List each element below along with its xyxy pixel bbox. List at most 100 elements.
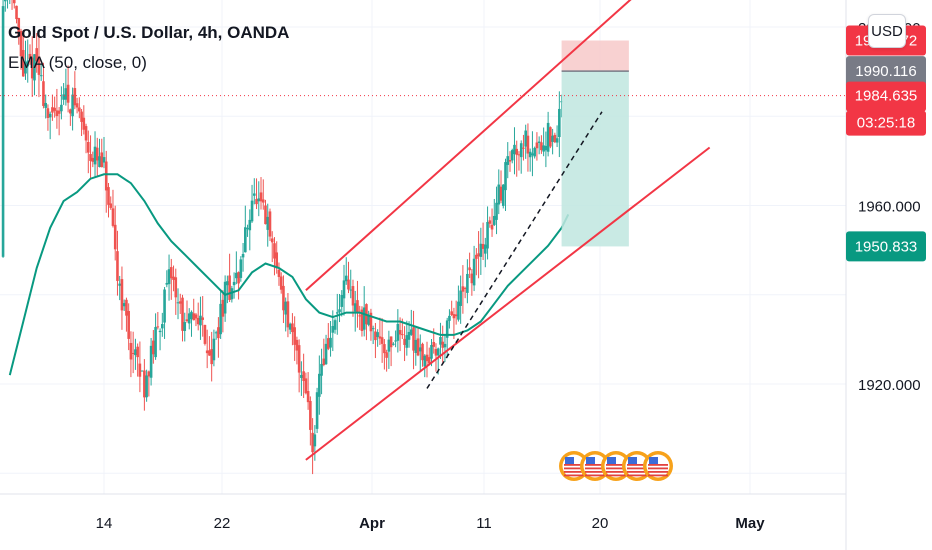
candle-body xyxy=(199,315,202,326)
flag-canton xyxy=(586,457,595,464)
candle xyxy=(86,130,90,174)
candle-body xyxy=(172,276,175,280)
candle xyxy=(264,199,267,225)
candle-body xyxy=(360,309,364,332)
channel-lower-line xyxy=(305,146,711,461)
candle xyxy=(293,316,296,361)
candle-body xyxy=(125,299,128,316)
candle xyxy=(42,62,45,109)
candle xyxy=(340,290,344,317)
candle xyxy=(172,265,175,292)
candle xyxy=(286,292,290,338)
candle-body xyxy=(277,269,281,277)
candle-body xyxy=(113,224,117,250)
flag-stripe xyxy=(564,464,584,466)
price-tag-last: 1984.635 xyxy=(846,81,926,112)
candle-body xyxy=(174,277,178,298)
flag-canton xyxy=(607,457,616,464)
candle xyxy=(517,151,521,171)
candle-body xyxy=(441,341,445,348)
candle-body xyxy=(421,343,424,361)
candle-body xyxy=(95,147,99,161)
candle xyxy=(226,275,229,304)
candle-body xyxy=(165,282,169,285)
candle-body xyxy=(223,281,227,314)
candle xyxy=(98,138,101,168)
candle-body xyxy=(335,312,339,314)
candle-body xyxy=(167,269,171,285)
candle xyxy=(544,131,548,168)
candle-body xyxy=(152,340,155,355)
candle xyxy=(118,275,122,301)
candle-body xyxy=(293,327,296,345)
candle xyxy=(513,127,516,175)
candle-body xyxy=(259,192,263,202)
candle-body xyxy=(156,326,160,328)
flag-stripe xyxy=(564,467,584,470)
candle xyxy=(109,196,113,210)
candle-body xyxy=(109,203,113,208)
candle xyxy=(214,330,218,340)
candle xyxy=(246,224,249,237)
candle-body xyxy=(86,141,90,153)
candle-body xyxy=(443,343,447,348)
candle-body xyxy=(39,75,43,77)
candle-body xyxy=(273,243,276,259)
candle xyxy=(344,257,348,285)
candle-body xyxy=(398,330,402,335)
candle xyxy=(403,326,406,362)
candle xyxy=(405,320,409,356)
candle xyxy=(33,54,36,96)
candle xyxy=(475,248,478,276)
candle xyxy=(131,331,135,374)
candle-body xyxy=(423,355,427,367)
candle-body xyxy=(248,219,252,231)
candle xyxy=(356,280,359,328)
symbol-title[interactable]: Gold Spot / U.S. Dollar, 4h, OANDA xyxy=(8,23,290,42)
candle-body xyxy=(380,337,384,344)
candle xyxy=(1,0,5,258)
price-tag-label: 1990.116 xyxy=(855,63,916,80)
candle xyxy=(362,286,366,337)
ema-indicator-label[interactable]: EMA (50, close, 0) xyxy=(8,53,147,72)
candle-body xyxy=(304,378,308,394)
candle-body xyxy=(439,336,442,345)
candle-body xyxy=(452,314,456,319)
candle xyxy=(239,256,243,282)
currency-button[interactable]: USD xyxy=(868,14,906,48)
ema-line xyxy=(8,173,570,376)
candle-body xyxy=(436,348,440,356)
candle-body xyxy=(212,338,216,361)
candle-body xyxy=(214,332,218,334)
candle-body xyxy=(401,334,404,336)
candle-body xyxy=(291,323,294,333)
channel-upper-line xyxy=(305,0,632,292)
candle-body xyxy=(46,108,50,119)
candle-body xyxy=(187,313,191,324)
candle xyxy=(21,29,25,77)
candle xyxy=(448,309,451,329)
candle xyxy=(174,268,178,315)
candle xyxy=(358,305,362,331)
candle-body xyxy=(17,18,21,37)
candle xyxy=(125,297,128,332)
candle-body xyxy=(311,432,314,453)
candle xyxy=(315,387,319,434)
candle xyxy=(7,0,9,9)
candle xyxy=(163,287,166,339)
candle-body xyxy=(185,319,189,322)
price-axis-label: 1920.000 xyxy=(858,377,921,394)
candle xyxy=(257,181,261,217)
candle-body xyxy=(358,315,362,317)
candle xyxy=(531,131,534,177)
candle xyxy=(380,318,384,363)
candle-body xyxy=(178,301,182,304)
candle-body xyxy=(524,130,527,147)
candle xyxy=(311,418,314,475)
flag-canton xyxy=(649,457,658,464)
candle xyxy=(62,83,65,105)
flag-stripe xyxy=(564,471,584,473)
candle-body xyxy=(353,303,357,312)
candle xyxy=(555,125,559,148)
